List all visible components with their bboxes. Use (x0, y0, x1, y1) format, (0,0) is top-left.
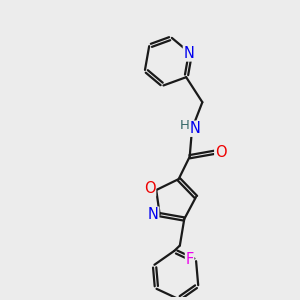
Text: O: O (215, 145, 226, 160)
Text: N: N (183, 46, 194, 61)
Text: O: O (144, 181, 156, 196)
Text: H: H (180, 119, 190, 132)
Text: F: F (185, 252, 194, 267)
Text: N: N (148, 207, 159, 222)
Text: N: N (190, 121, 200, 136)
